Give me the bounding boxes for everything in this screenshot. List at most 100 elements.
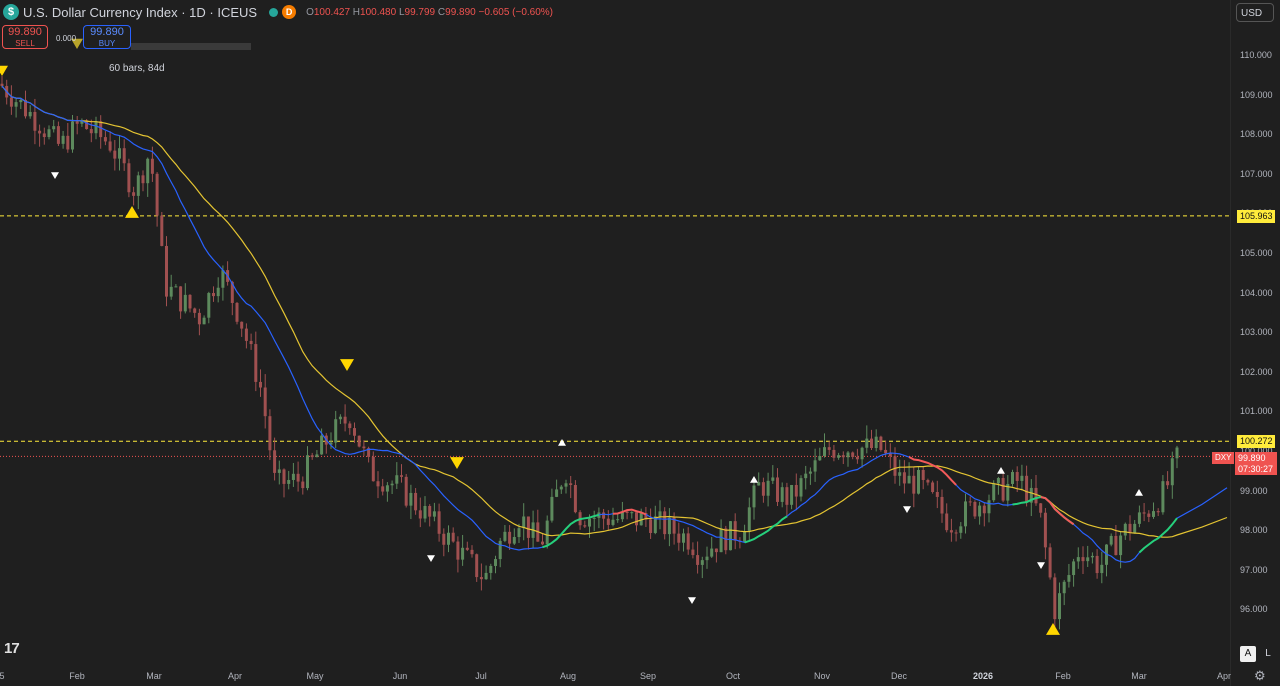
candle-body (522, 516, 526, 529)
sell-price: 99.890 (8, 26, 42, 38)
candle-body (216, 287, 220, 297)
candle-body (118, 148, 121, 159)
candle-body (235, 302, 239, 322)
time-tick: Jul (475, 671, 487, 681)
candle-body (776, 477, 779, 502)
candle-body (935, 491, 939, 497)
candle-body (813, 460, 817, 472)
candle-body (1114, 535, 1118, 556)
tradingview-logo: 17 (4, 640, 20, 657)
bar-countdown: 07:30:27 (1238, 464, 1274, 474)
triangle-up-marker (1046, 623, 1060, 635)
candle-body (169, 286, 173, 297)
candle-body (1076, 557, 1080, 562)
candle-body (1039, 503, 1043, 513)
candle-body (122, 148, 126, 164)
candle-body (761, 482, 765, 496)
candle-body (964, 501, 967, 527)
candle-body (179, 286, 183, 312)
candle-body (682, 533, 685, 543)
candle-body (301, 481, 305, 489)
candle-body (729, 521, 732, 551)
sell-label: SELL (15, 39, 35, 48)
candle-body (230, 281, 234, 303)
candle-body (291, 473, 295, 480)
candle-body (541, 541, 544, 545)
time-tick: Nov (813, 671, 831, 681)
moving-average-line (744, 515, 788, 544)
candle-body (808, 471, 812, 474)
candle-body (1137, 512, 1141, 524)
sell-button[interactable]: 99.890 SELL (2, 25, 48, 49)
candle-body (592, 517, 596, 519)
candle-body (329, 442, 333, 445)
price-tick: 100.000 (1240, 446, 1273, 456)
candle-body (686, 533, 690, 550)
buy-button[interactable]: 99.890 BUY (83, 25, 131, 49)
moving-average-line (1040, 496, 1075, 526)
time-tick: Dec (890, 671, 908, 681)
candle-body (550, 496, 554, 521)
candle-body (888, 453, 892, 457)
candle-body (912, 475, 916, 494)
candle-body (465, 547, 469, 550)
gear-icon[interactable]: ⚙ (1254, 668, 1266, 683)
candle-body (437, 511, 441, 534)
candle-body (414, 492, 418, 511)
time-tick: Mar (146, 671, 162, 681)
bars-range-label: 60 bars, 84d (109, 63, 165, 74)
candle-body (1100, 564, 1104, 574)
candle-body (1128, 523, 1132, 534)
candle-body (456, 541, 460, 560)
symbol-title[interactable]: U.S. Dollar Currency Index · 1D · ICEUS (23, 4, 258, 20)
candle-body (141, 175, 145, 184)
auto-scale-button[interactable]: A (1240, 646, 1256, 662)
candle-body (287, 479, 291, 484)
candle-body (348, 423, 352, 429)
low-value: 99.799 (404, 6, 436, 18)
candle-body (99, 121, 103, 138)
candle-body (719, 528, 723, 553)
price-tick: 104.000 (1240, 287, 1273, 298)
candle-body (75, 121, 79, 124)
candle-body (42, 133, 46, 138)
price-tick: 101.000 (1240, 406, 1273, 417)
candle-body (672, 517, 676, 534)
price-tick: 105.000 (1240, 248, 1273, 258)
currency-dropdown[interactable]: USD (1236, 3, 1274, 22)
candle-body (517, 528, 521, 538)
candle-body (400, 475, 403, 477)
candle-body (183, 294, 187, 312)
price-tick: 96.000 (1240, 604, 1268, 615)
candle-body (635, 512, 638, 526)
candle-body (197, 312, 201, 325)
candle-body (827, 447, 831, 450)
candle-body (907, 475, 911, 484)
candle-body (503, 531, 507, 541)
candle-body (747, 507, 751, 532)
candle-body (804, 473, 808, 479)
candle-body (1034, 487, 1038, 504)
candle-body (921, 469, 925, 480)
candle-body (794, 484, 798, 497)
candle-body (611, 519, 615, 525)
candle-body (362, 446, 366, 449)
chart-pane[interactable] (0, 0, 1230, 686)
candle-body (898, 472, 902, 476)
candle-body (1048, 547, 1052, 578)
price-scale[interactable] (1230, 0, 1280, 686)
current-price-label: 99.890 07:30:27 (1235, 452, 1277, 475)
candle-body (357, 435, 361, 447)
candle-body (1095, 555, 1099, 574)
candle-body (1086, 557, 1090, 562)
price-tick: 97.000 (1240, 564, 1268, 575)
candle-body (710, 548, 714, 557)
candle-body (832, 449, 836, 458)
price-tick: 103.000 (1240, 327, 1273, 338)
candle-body (80, 120, 84, 124)
candle-body (475, 554, 479, 578)
candle-body (1006, 483, 1010, 501)
candle-body (14, 102, 18, 107)
moving-average-line (612, 508, 647, 516)
log-scale-button[interactable]: L (1265, 648, 1271, 659)
